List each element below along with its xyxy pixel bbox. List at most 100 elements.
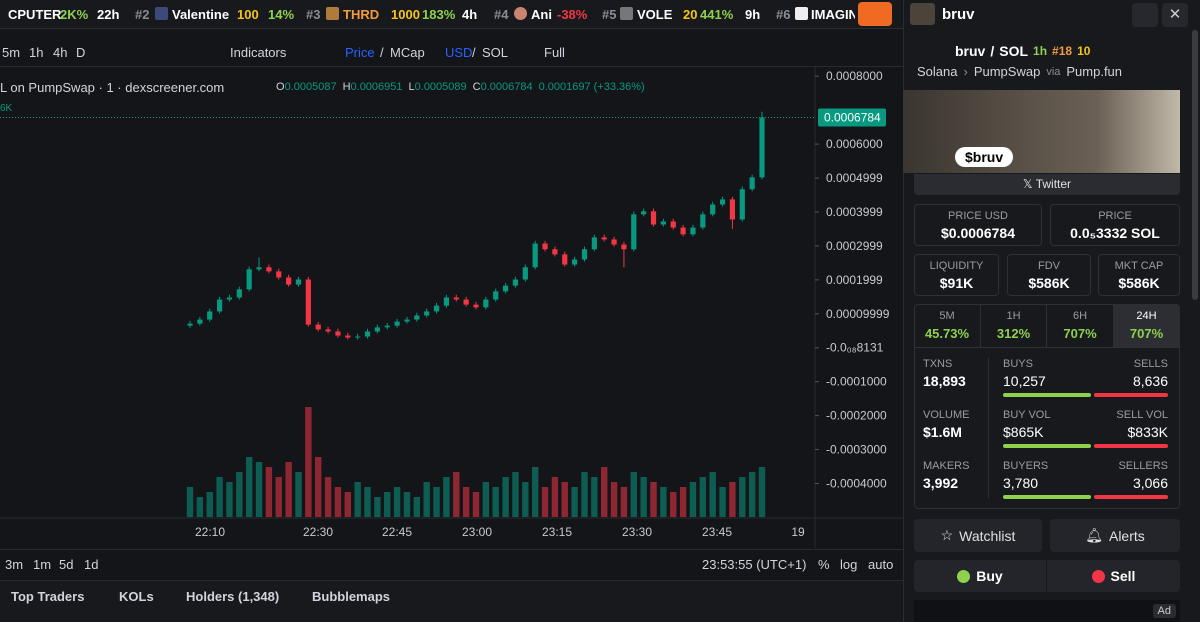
buy-icon (957, 569, 971, 583)
volume-legend: 6K (0, 103, 13, 114)
side-label: SELLS (1133, 358, 1168, 370)
volume-bar (670, 492, 677, 517)
candle-body (335, 331, 341, 336)
toolbar (0, 29, 903, 67)
range[interactable]: 1d (84, 557, 99, 572)
ticker-name[interactable]: CPUTER (8, 7, 62, 22)
interval[interactable]: 1h (29, 45, 44, 60)
ticker-rank: #3 (306, 7, 321, 22)
range[interactable]: 3m (5, 557, 24, 572)
volume-bar (522, 482, 529, 517)
candle-body (690, 227, 696, 235)
range[interactable]: 1m (33, 557, 52, 572)
candle-body (276, 271, 282, 278)
ticker-name[interactable]: THRD (343, 7, 380, 22)
tab[interactable]: Top Traders (11, 589, 85, 604)
ticker-boosts: 20 (683, 7, 698, 22)
scrollbar[interactable] (1192, 30, 1198, 300)
ticker-bar (0, 0, 903, 29)
auto-toggle[interactable]: auto (868, 557, 894, 572)
side-value: $865K (1003, 424, 1044, 440)
ohlc-change: 0.0001697 (+33.36%) (538, 81, 645, 93)
candle-body (226, 297, 233, 300)
twitter-link[interactable]: 𝕏 Twitter (914, 174, 1180, 195)
chain[interactable]: Solana (917, 64, 958, 79)
candle-body (670, 221, 676, 228)
mcap-toggle[interactable]: MCap (390, 45, 425, 60)
volume-bar (551, 477, 559, 517)
ticker-rank: #4 (494, 7, 509, 22)
percent-toggle[interactable]: % (818, 557, 830, 572)
y-tick-label: -0.0001000 (826, 375, 887, 389)
volume-bar (591, 477, 598, 517)
volume-bar (630, 472, 637, 517)
fullscreen-button[interactable]: Full (544, 45, 565, 60)
stat-box: FDV $586K (1007, 254, 1091, 296)
dex[interactable]: PumpSwap (973, 64, 1041, 79)
tab[interactable]: Bubblemaps (312, 589, 391, 604)
pair-rank: #18 (1052, 44, 1073, 58)
volume-bar (186, 487, 194, 517)
ticker-name[interactable]: Ani (531, 7, 552, 22)
volume-bar (758, 467, 766, 517)
ticker-name[interactable]: Valentine (172, 7, 230, 22)
candle-body (483, 299, 489, 308)
close-button[interactable]: ✕ (1162, 3, 1188, 27)
candle-body (355, 336, 361, 338)
interval[interactable]: 4h (53, 45, 68, 60)
pair-boosts: 10 (1077, 44, 1091, 58)
buy-button[interactable]: Buy (914, 560, 1046, 592)
period-value: 312% (996, 326, 1031, 341)
sell-ratio-bar (1094, 444, 1168, 448)
pair-base: bruv (955, 43, 986, 59)
period-tab[interactable]: 6H 707% (1046, 304, 1113, 348)
tab[interactable]: KOLs (119, 589, 154, 604)
interval[interactable]: 5m (2, 45, 21, 60)
stat-label: LIQUIDITY (929, 260, 984, 272)
separator: / (472, 45, 476, 60)
sell-button[interactable]: Sell (1047, 560, 1180, 592)
candle-body (325, 329, 331, 332)
token-icon (795, 7, 808, 20)
volume-bar (334, 487, 342, 517)
volume-bar (610, 482, 618, 517)
volume-bar (512, 472, 519, 517)
period-tab[interactable]: 5M 45.73% (914, 304, 980, 348)
pair-sep: / (990, 43, 995, 59)
volume-bar (748, 472, 756, 517)
period-tab[interactable]: 1H 312% (980, 304, 1046, 348)
x-tick-label: 23:00 (462, 525, 492, 539)
price-chart: 0.0008000 0.0006000 0.0004999 0.0003999 0.00… (0, 67, 903, 549)
candle-body (719, 199, 726, 205)
separator: / (380, 45, 384, 60)
volume-bar (384, 492, 391, 517)
log-toggle[interactable]: log (840, 557, 858, 572)
period-tab[interactable]: 24H 707% (1113, 304, 1180, 348)
watchlist-button[interactable]: ☆ Watchlist (914, 519, 1042, 552)
alerts-button[interactable]: 🔔︎ Alerts (1050, 519, 1180, 552)
volume-bar (354, 482, 361, 517)
indicators-button[interactable]: Indicators (230, 45, 287, 60)
trending-button[interactable] (858, 2, 892, 26)
side-value: 8,636 (1132, 373, 1168, 389)
ticker-rank: #5 (602, 7, 617, 22)
interval[interactable]: D (76, 45, 86, 60)
tab[interactable]: Holders (1,348) (186, 589, 280, 604)
period-value: 45.73% (924, 326, 970, 341)
route-arrow: › (963, 64, 968, 79)
ticker-name[interactable]: VOLE (637, 7, 673, 22)
price-toggle[interactable]: Price (345, 45, 375, 60)
candle-body (680, 227, 686, 235)
launchpad[interactable]: Pump.fun (1066, 64, 1123, 79)
usd-toggle[interactable]: USD (445, 45, 473, 60)
ticker-name[interactable]: IMAGIN (811, 7, 855, 22)
candle-body (542, 243, 548, 250)
volume-bar (699, 477, 707, 517)
volume-bar (561, 482, 568, 517)
range[interactable]: 5d (59, 557, 74, 572)
menu-button[interactable] (1132, 3, 1158, 27)
ticker-change: 2K% (60, 7, 89, 22)
y-tick-label: -0.0003000 (826, 443, 887, 457)
sol-toggle[interactable]: SOL (482, 45, 509, 60)
